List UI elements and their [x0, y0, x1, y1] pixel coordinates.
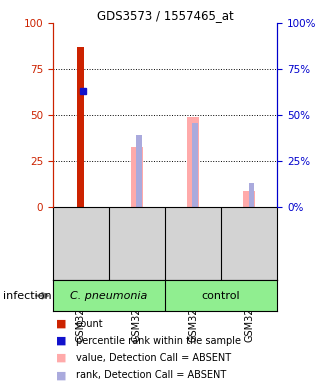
Text: ■: ■	[56, 318, 67, 329]
Text: ■: ■	[56, 336, 67, 346]
Text: percentile rank within the sample: percentile rank within the sample	[76, 336, 241, 346]
Bar	[187, 117, 199, 207]
Text: ■: ■	[56, 370, 67, 381]
Text: control: control	[202, 291, 241, 301]
Title: GDS3573 / 1557465_at: GDS3573 / 1557465_at	[97, 9, 233, 22]
Bar	[131, 147, 143, 207]
Text: value, Detection Call = ABSENT: value, Detection Call = ABSENT	[76, 353, 231, 363]
Bar	[243, 191, 255, 207]
Text: C. pneumonia: C. pneumonia	[70, 291, 148, 301]
Text: rank, Detection Call = ABSENT: rank, Detection Call = ABSENT	[76, 370, 226, 381]
Text: infection: infection	[3, 291, 52, 301]
Bar	[136, 136, 142, 207]
Bar	[248, 184, 254, 207]
Text: ■: ■	[56, 353, 67, 363]
Bar	[192, 122, 198, 207]
Bar	[77, 47, 84, 207]
Text: count: count	[76, 318, 104, 329]
